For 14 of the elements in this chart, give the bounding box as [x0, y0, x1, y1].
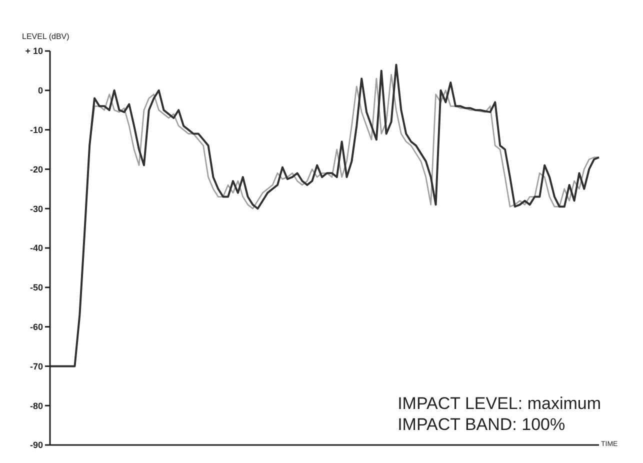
y-axis-title: LEVEL (dBV) [22, 32, 70, 41]
y-tick-label: -50 [30, 282, 43, 293]
y-tick-label: -20 [30, 164, 43, 174]
y-tick-label: -70 [30, 361, 43, 372]
y-tick-label: -80 [30, 400, 43, 411]
y-tick-label: -30 [30, 204, 43, 214]
annotation: IMPACT BAND: 100% [398, 414, 566, 435]
y-tick-label: -90 [30, 440, 43, 450]
y-tick-label: -40 [30, 243, 43, 254]
y-tick-label: -10 [30, 124, 43, 135]
y-tick-label: -60 [30, 322, 43, 332]
annotation: IMPACT LEVEL: maximum [398, 393, 601, 414]
y-tick-label: 0 [38, 86, 43, 96]
y-tick-label: + 10 [25, 46, 43, 56]
